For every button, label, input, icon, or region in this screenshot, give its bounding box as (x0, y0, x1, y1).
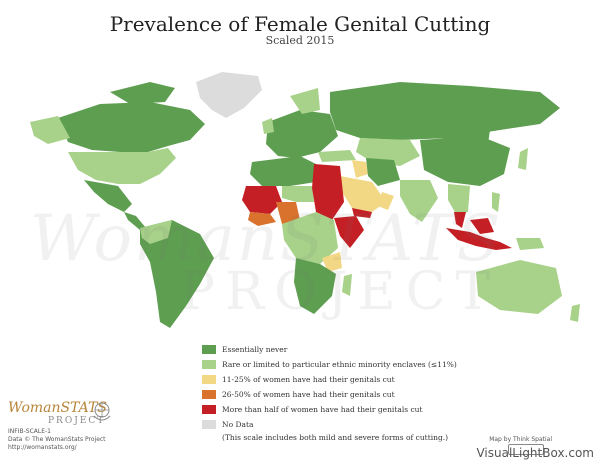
yemen (352, 208, 372, 218)
legend-swatch (202, 390, 216, 399)
indonesia-east (470, 218, 494, 234)
sahel (282, 186, 314, 202)
legend-item: 11-25% of women have had their genitals … (202, 372, 502, 387)
legend-swatch (202, 360, 216, 369)
legend-label: 26-50% of women have had their genitals … (222, 390, 395, 399)
map-credit: Map by Think Spatial (489, 436, 552, 443)
iran (366, 158, 400, 186)
ethiopia-somalia (334, 216, 364, 248)
source-info: INFIB-SCALE-1 Data © The WomanStats Proj… (8, 428, 106, 452)
malaysia-thailand (454, 212, 466, 228)
saudi-arabia (340, 176, 386, 212)
legend-swatch (202, 375, 216, 384)
canada (58, 102, 205, 152)
turkey (318, 150, 356, 162)
legend-item: 26-50% of women have had their genitals … (202, 387, 502, 402)
philippines (492, 192, 500, 212)
info-data: Data © The WomanStats Project (8, 436, 106, 443)
south-america (140, 220, 214, 328)
legend-label: Rare or limited to particular ethnic min… (222, 360, 457, 369)
greenland (196, 72, 262, 118)
legend-item: Essentially never (202, 342, 502, 357)
legend-item: Rare or limited to particular ethnic min… (202, 357, 502, 372)
uk (262, 118, 274, 134)
oman-uae (378, 192, 394, 210)
logo-word: WomanSTATS (8, 400, 107, 416)
site-watermark: VisualLightBox.com (476, 446, 594, 460)
new-zealand (570, 304, 580, 322)
legend-label: 11-25% of women have had their genitals … (222, 375, 395, 384)
europe (266, 110, 338, 158)
iraq (352, 160, 368, 178)
australia (476, 260, 562, 314)
arctic-islands (110, 82, 175, 104)
legend-note: (This scale includes both mild and sever… (222, 433, 449, 442)
legend-label: No Data (222, 420, 254, 429)
world-map: WomanSTATS PROJECT (0, 52, 600, 340)
indonesia (446, 228, 512, 250)
globe-hands-icon (93, 402, 111, 421)
west-africa-mid (248, 212, 276, 226)
mexico (84, 180, 132, 212)
legend-label: Essentially never (222, 345, 288, 354)
papua (516, 238, 544, 250)
egypt-sudan (312, 164, 344, 220)
mongolia (440, 130, 490, 146)
legend-item: No Data (202, 417, 502, 432)
india (400, 180, 438, 222)
central-america (124, 212, 146, 230)
legend-item: More than half of women have had their g… (202, 402, 502, 417)
logo-project: PROJECT (48, 416, 106, 426)
southeast-asia (448, 184, 470, 214)
tanzania (322, 252, 342, 272)
usa (68, 148, 176, 184)
legend-swatch (202, 420, 216, 429)
colombia-venezuela (140, 220, 172, 244)
womanstats-logo: WomanSTATS PROJECT (8, 398, 158, 460)
legend-label: More than half of women have had their g… (222, 405, 423, 414)
russia (330, 82, 560, 140)
world-map-svg (30, 72, 580, 328)
legend-swatch (202, 405, 216, 414)
japan (518, 148, 528, 170)
central-africa (282, 212, 338, 264)
legend: Essentially never Rare or limited to par… (202, 342, 502, 442)
china (420, 136, 510, 186)
map-subtitle: Scaled 2015 (265, 34, 335, 47)
info-url[interactable]: http://womanstats.org/ (8, 444, 77, 451)
scandinavia (290, 88, 320, 114)
info-scale: INFIB-SCALE-1 (8, 428, 51, 435)
cc-license-icon (508, 444, 544, 455)
southern-africa (294, 258, 336, 314)
nigeria-region (276, 202, 300, 224)
west-africa-high (242, 186, 282, 214)
madagascar (342, 274, 352, 296)
map-title: Prevalence of Female Genital Cutting (109, 12, 491, 36)
alaska (30, 116, 70, 144)
north-africa (250, 156, 316, 186)
legend-swatch (202, 345, 216, 354)
